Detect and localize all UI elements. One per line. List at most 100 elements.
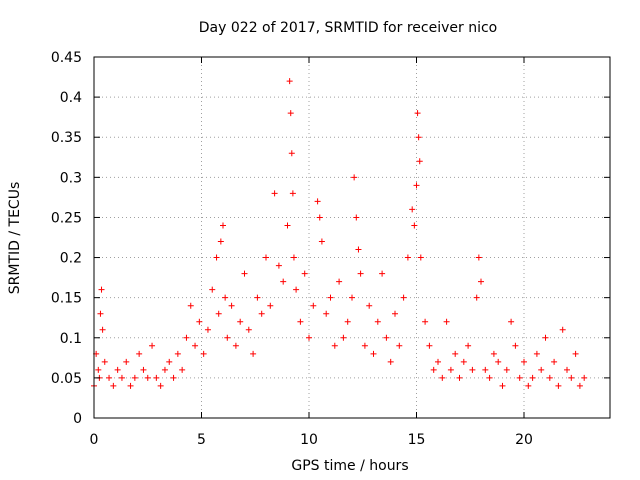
- data-point: [416, 158, 423, 165]
- data-point: [280, 278, 287, 285]
- data-point: [263, 254, 269, 261]
- data-point: [409, 206, 416, 213]
- data-point: [495, 358, 502, 365]
- data-point: [460, 358, 467, 365]
- data-point: [183, 334, 190, 341]
- data-point: [542, 334, 549, 341]
- data-point: [366, 302, 373, 309]
- data-point: [422, 318, 429, 325]
- data-point: [200, 350, 207, 357]
- data-point: [499, 382, 506, 389]
- data-point: [220, 222, 226, 229]
- data-point: [209, 286, 216, 293]
- data-point: [174, 350, 181, 357]
- data-point: [271, 190, 278, 197]
- plot-frame: [93, 56, 611, 419]
- data-point: [411, 222, 418, 229]
- data-point: [99, 326, 106, 333]
- data-point: [525, 382, 532, 389]
- data-point: [213, 254, 220, 261]
- y-tick-label: 0.4: [60, 90, 82, 106]
- data-point: [106, 374, 113, 381]
- data-point: [452, 350, 459, 357]
- y-axis-label: SRMTID / TECUs: [7, 182, 23, 295]
- data-point: [486, 374, 493, 381]
- y-tick-label: 0.15: [51, 291, 82, 307]
- data-point: [287, 110, 294, 117]
- x-axis-label: GPS time / hours: [291, 458, 408, 474]
- y-tick-label: 0: [73, 411, 82, 427]
- data-point: [414, 110, 421, 117]
- data-point: [443, 318, 450, 325]
- data-point: [490, 350, 497, 357]
- data-point: [503, 366, 510, 373]
- y-tick-label: 0.25: [51, 210, 82, 226]
- data-point: [258, 310, 265, 317]
- data-point: [222, 294, 229, 301]
- data-point: [297, 318, 304, 325]
- data-point: [254, 294, 261, 301]
- data-point: [288, 150, 295, 157]
- data-point: [417, 254, 424, 261]
- data-point: [161, 366, 168, 373]
- data-point: [318, 238, 325, 245]
- x-tick-label: 20: [515, 432, 533, 448]
- data-point: [323, 310, 330, 317]
- y-tick-label: 0.2: [60, 251, 82, 267]
- data-point: [301, 270, 308, 277]
- data-point: [533, 350, 540, 357]
- data-point: [166, 358, 173, 365]
- data-point: [383, 334, 390, 341]
- data-point: [232, 342, 239, 349]
- data-point: [564, 366, 570, 373]
- x-tick-label: 0: [90, 432, 99, 448]
- data-point: [336, 278, 343, 285]
- data-point: [118, 374, 125, 381]
- y-tick-label: 0.1: [60, 331, 82, 347]
- data-point: [241, 270, 248, 277]
- data-point: [374, 318, 381, 325]
- data-point: [310, 302, 317, 309]
- data-point: [179, 366, 186, 373]
- data-point: [456, 374, 463, 381]
- data-point: [98, 286, 105, 293]
- data-point: [555, 382, 562, 389]
- data-point: [439, 374, 446, 381]
- data-point: [331, 342, 338, 349]
- data-point: [572, 350, 579, 357]
- data-point: [228, 302, 235, 309]
- data-point: [392, 310, 398, 317]
- data-point: [508, 318, 515, 325]
- data-point: [349, 294, 355, 301]
- data-point: [110, 382, 117, 389]
- data-point: [114, 366, 121, 373]
- data-point: [581, 374, 588, 381]
- data-point: [465, 342, 472, 349]
- data-point: [293, 286, 300, 293]
- x-tick-label: 5: [197, 432, 206, 448]
- ticks-layer: 0 0.05 0.1 0.15 0.2 0.25 0.3 0.35 0.4 0.45 0 5 10 15 2…: [51, 50, 610, 448]
- data-point: [224, 334, 231, 341]
- data-point: [245, 326, 252, 333]
- data-point: [357, 270, 364, 277]
- data-point: [144, 374, 151, 381]
- data-point: [327, 294, 334, 301]
- data-point: [344, 318, 351, 325]
- data-point: [415, 134, 422, 141]
- grid-layer: [94, 57, 610, 418]
- data-point: [237, 318, 244, 325]
- data-point: [529, 374, 536, 381]
- data-point: [187, 302, 194, 309]
- data-point: [316, 214, 323, 221]
- data-point: [140, 366, 147, 373]
- data-point: [215, 310, 222, 317]
- data-point: [314, 198, 321, 205]
- data-point: [170, 374, 177, 381]
- data-point: [196, 318, 203, 325]
- data-point: [469, 366, 476, 373]
- y-tick-label: 0.05: [51, 371, 82, 387]
- chart-title: Day 022 of 2017, SRMTID for receiver nic…: [199, 20, 497, 36]
- data-point: [286, 78, 293, 85]
- data-point: [289, 190, 296, 197]
